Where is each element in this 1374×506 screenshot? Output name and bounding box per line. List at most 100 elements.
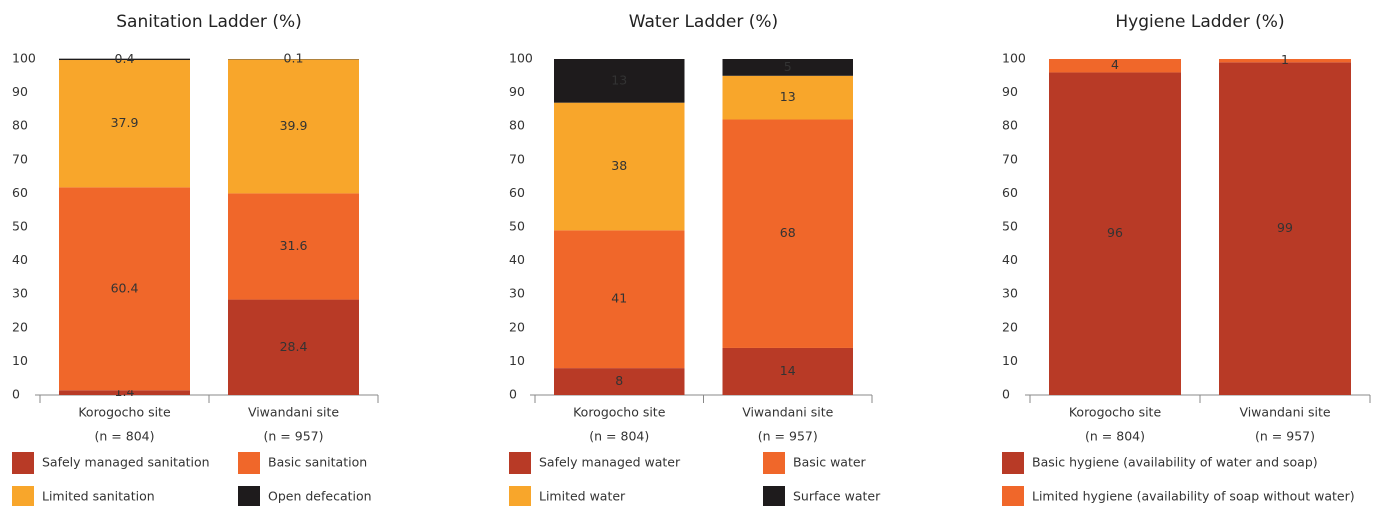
legend-swatch <box>238 486 260 506</box>
legend-swatch <box>1002 486 1024 506</box>
data-label: 8 <box>615 373 623 388</box>
x-tick-note: (n = 957) <box>1255 429 1315 444</box>
data-label: 4 <box>1111 57 1119 72</box>
x-tick-note: (n = 957) <box>758 429 818 444</box>
y-tick-label: 40 <box>1002 252 1018 267</box>
x-tick-label: Korogocho site <box>1069 405 1162 420</box>
chart-title: Water Ladder (%) <box>629 12 778 32</box>
bar-segment <box>1219 59 1351 63</box>
y-tick-label: 40 <box>12 252 28 267</box>
y-tick-label: 30 <box>1002 286 1018 301</box>
y-tick-label: 10 <box>1002 353 1018 368</box>
y-tick-label: 60 <box>509 185 525 200</box>
y-tick-label: 100 <box>12 51 36 66</box>
y-tick-label: 0 <box>1002 387 1010 402</box>
legend-label: Safely managed sanitation <box>42 455 210 470</box>
data-label: 37.9 <box>111 115 139 130</box>
bar-segment <box>722 119 853 348</box>
data-label: 13 <box>780 89 796 104</box>
bar-segment <box>228 299 359 395</box>
legend-swatch <box>509 452 531 474</box>
data-label: 38 <box>611 158 627 173</box>
legend-label: Safely managed water <box>539 455 681 470</box>
y-tick-label: 100 <box>1002 51 1026 66</box>
bar-segment <box>554 368 685 395</box>
data-label: 39.9 <box>280 118 308 133</box>
y-tick-label: 20 <box>509 319 525 334</box>
legend-label: Basic hygiene (availability of water and… <box>1032 455 1318 470</box>
y-tick-label: 10 <box>509 353 525 368</box>
legend-label: Limited sanitation <box>42 489 155 504</box>
y-tick-label: 100 <box>509 51 533 66</box>
bar-segment <box>59 58 190 61</box>
y-tick-label: 50 <box>1002 219 1018 234</box>
chart-title: Hygiene Ladder (%) <box>1115 12 1284 32</box>
legend-swatch <box>763 452 785 474</box>
y-tick-label: 70 <box>509 151 525 166</box>
legend-label: Surface water <box>793 489 881 504</box>
data-label: 68 <box>780 225 796 240</box>
bar-segment <box>228 59 359 194</box>
legend-swatch <box>1002 452 1024 474</box>
data-label: 41 <box>611 291 627 306</box>
data-label: 0.4 <box>115 51 135 66</box>
bar-segment <box>1049 72 1181 395</box>
y-tick-label: 80 <box>12 118 28 133</box>
bar-segment <box>722 59 853 76</box>
legend-label: Basic sanitation <box>268 455 367 470</box>
data-label: 31.6 <box>280 238 308 253</box>
y-tick-label: 0 <box>12 387 20 402</box>
x-tick-note: (n = 957) <box>264 429 324 444</box>
y-tick-label: 30 <box>12 286 28 301</box>
bar-segment <box>722 75 853 120</box>
chart-title: Sanitation Ladder (%) <box>116 12 302 32</box>
y-tick-label: 80 <box>1002 118 1018 133</box>
legend-label: Limited hygiene (availability of soap wi… <box>1032 489 1355 504</box>
legend-label: Limited water <box>539 489 626 504</box>
y-tick-label: 40 <box>509 252 525 267</box>
x-tick-label: Korogocho site <box>78 405 171 420</box>
legend-swatch <box>238 452 260 474</box>
legend-swatch <box>12 452 34 474</box>
y-tick-label: 90 <box>12 84 28 99</box>
data-label: 13 <box>611 72 627 87</box>
data-label: 5 <box>784 59 792 74</box>
y-tick-label: 30 <box>509 286 525 301</box>
x-tick-label: Viwandani site <box>1239 405 1330 420</box>
data-label: 99 <box>1277 220 1293 235</box>
bar-segment <box>554 230 685 369</box>
data-label: 96 <box>1107 225 1123 240</box>
y-tick-label: 50 <box>509 219 525 234</box>
bar-segment <box>554 102 685 231</box>
data-label: 14 <box>780 363 796 378</box>
data-label: 1 <box>1281 52 1289 67</box>
x-tick-label: Viwandani site <box>742 405 833 420</box>
y-tick-label: 70 <box>1002 151 1018 166</box>
x-tick-label: Viwandani site <box>248 405 339 420</box>
y-tick-label: 50 <box>12 219 28 234</box>
y-tick-label: 80 <box>509 118 525 133</box>
y-tick-label: 20 <box>12 319 28 334</box>
legend-swatch <box>12 486 34 506</box>
x-tick-label: Korogocho site <box>573 405 666 420</box>
y-tick-label: 0 <box>509 387 517 402</box>
y-tick-label: 60 <box>1002 185 1018 200</box>
legend-swatch <box>763 486 785 506</box>
y-tick-label: 10 <box>12 353 28 368</box>
bar-segment <box>554 59 685 103</box>
y-tick-label: 70 <box>12 151 28 166</box>
data-label: 28.4 <box>280 339 308 354</box>
bar-segment <box>1049 59 1181 73</box>
legend-label: Open defecation <box>268 489 372 504</box>
bar-segment <box>59 187 190 391</box>
x-tick-note: (n = 804) <box>589 429 649 444</box>
bar-segment <box>59 60 190 188</box>
bar-segment <box>228 193 359 300</box>
bar-segment <box>722 347 853 395</box>
data-label: 0.1 <box>284 51 304 66</box>
y-tick-label: 90 <box>1002 84 1018 99</box>
data-label: 60.4 <box>111 280 139 295</box>
y-tick-label: 60 <box>12 185 28 200</box>
x-tick-note: (n = 804) <box>95 429 155 444</box>
